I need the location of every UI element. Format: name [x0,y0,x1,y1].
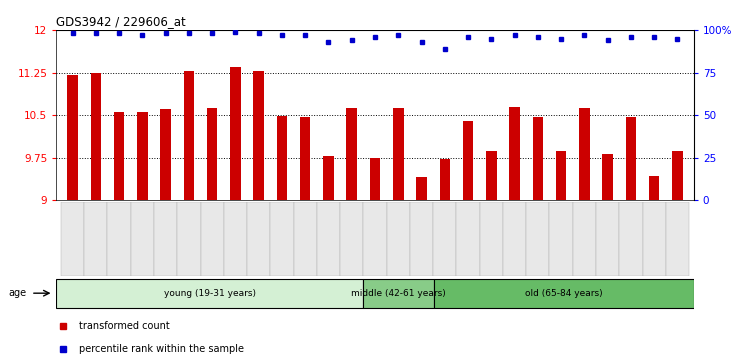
Text: GSM813006: GSM813006 [487,203,496,254]
Bar [486,151,496,200]
Bar [532,117,543,200]
Bar [457,202,480,276]
Bar [137,112,148,200]
Text: GSM813001: GSM813001 [370,203,380,254]
Bar [114,112,125,200]
Bar [316,202,340,276]
Bar [363,280,434,308]
Bar [370,158,380,200]
Bar [346,108,357,200]
Bar [177,202,200,276]
Bar [293,202,316,276]
Bar [91,73,101,200]
Text: GSM812993: GSM812993 [184,203,194,254]
Bar [440,159,450,200]
Text: GSM813012: GSM813012 [626,203,635,254]
Bar [130,202,154,276]
Bar [230,67,241,200]
Bar [160,109,171,200]
Bar [556,151,566,200]
Bar [579,108,590,200]
Bar [207,108,218,200]
Bar [247,202,270,276]
Bar [270,202,293,276]
Text: GSM813003: GSM813003 [417,203,426,254]
Bar [602,154,613,200]
Bar [393,108,404,200]
Bar [184,71,194,200]
Text: percentile rank within the sample: percentile rank within the sample [79,344,244,354]
Bar [107,202,130,276]
Text: GSM813014: GSM813014 [673,203,682,254]
Bar [323,156,334,200]
Bar [277,116,287,200]
Bar [620,202,643,276]
Bar [410,202,434,276]
Bar [509,107,520,200]
Bar [416,177,427,200]
Text: GSM813008: GSM813008 [533,203,542,254]
Text: young (19-31 years): young (19-31 years) [164,289,256,298]
Text: GSM812994: GSM812994 [208,203,217,254]
Bar [596,202,619,276]
Text: middle (42-61 years): middle (42-61 years) [351,289,446,298]
Text: GSM812997: GSM812997 [278,203,286,254]
Bar [434,280,694,308]
Bar [224,202,247,276]
Bar [463,121,473,200]
Text: GSM812996: GSM812996 [254,203,263,254]
Text: GSM813004: GSM813004 [440,203,449,254]
Text: GSM812998: GSM812998 [301,203,310,254]
Text: age: age [8,288,26,298]
Bar [480,202,503,276]
Text: GSM813011: GSM813011 [603,203,612,254]
Bar [672,151,682,200]
Bar [68,75,78,200]
Text: GSM812991: GSM812991 [138,203,147,254]
Bar [340,202,363,276]
Text: GDS3942 / 229606_at: GDS3942 / 229606_at [56,15,186,28]
Bar [300,117,310,200]
Text: GSM812999: GSM812999 [324,203,333,254]
Bar [84,202,107,276]
Text: GSM813007: GSM813007 [510,203,519,254]
Bar [363,202,387,276]
Bar [626,117,636,200]
Text: GSM813000: GSM813000 [347,203,356,254]
Text: GSM812995: GSM812995 [231,203,240,254]
Text: GSM812992: GSM812992 [161,203,170,254]
Text: GSM812989: GSM812989 [92,203,100,254]
Bar [200,202,223,276]
Bar [503,202,526,276]
Bar [154,202,177,276]
Text: GSM813002: GSM813002 [394,203,403,254]
Bar [643,202,666,276]
Text: old (65-84 years): old (65-84 years) [525,289,603,298]
Bar [573,202,596,276]
Text: GSM813009: GSM813009 [556,203,566,254]
Text: GSM812988: GSM812988 [68,203,77,254]
Text: GSM813005: GSM813005 [464,203,472,254]
Bar [649,176,659,200]
Bar [526,202,550,276]
Bar [387,202,410,276]
Bar [433,202,457,276]
Bar [254,72,264,200]
Bar [56,280,363,308]
Bar [61,202,84,276]
Text: transformed count: transformed count [79,321,170,331]
Bar [550,202,573,276]
Text: GSM813010: GSM813010 [580,203,589,254]
Text: GSM813013: GSM813013 [650,203,658,254]
Bar [666,202,689,276]
Text: GSM812990: GSM812990 [115,203,124,254]
